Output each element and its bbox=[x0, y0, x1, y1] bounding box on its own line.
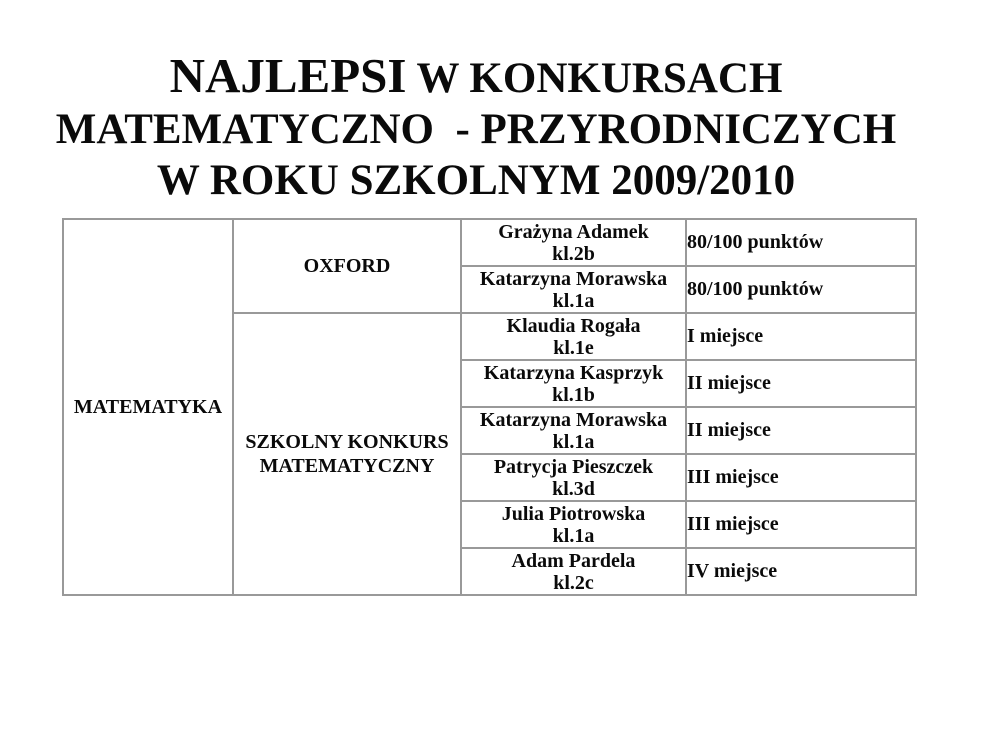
competition-cell-oxford: OXFORD bbox=[232, 218, 462, 314]
student-name: Katarzyna Kasprzyk bbox=[483, 361, 664, 384]
student-cell: Katarzyna Morawska kl.1a bbox=[460, 265, 687, 314]
student-name: Grażyna Adamek bbox=[498, 220, 649, 243]
table-row: Julia Piotrowska kl.1a III miejsce bbox=[63, 500, 917, 549]
table-row: Patrycja Pieszczek kl.3d III miejsce bbox=[63, 453, 917, 502]
student-class: kl.1e bbox=[553, 336, 594, 359]
title-line-3: W ROKU SZKOLNYM 2009/2010 bbox=[156, 157, 796, 204]
document-page: NAJLEPSI W KONKURSACH MATEMATYCZNO - PRZ… bbox=[0, 50, 992, 751]
student-class: kl.1a bbox=[552, 430, 595, 453]
student-class: kl.3d bbox=[552, 477, 595, 500]
table-row: Adam Pardela kl.2c IV miejsce bbox=[63, 547, 917, 596]
result-cell: I miejsce bbox=[685, 312, 917, 361]
title-line-2: MATEMATYCZNO - PRZYRODNICZYCH bbox=[55, 106, 897, 153]
result-cell: III miejsce bbox=[685, 453, 917, 502]
result-cell: IV miejsce bbox=[685, 547, 917, 596]
table-row: MATEMATYKA OXFORD Grażyna Adamek kl.2b 8… bbox=[62, 218, 917, 596]
student-class: kl.1b bbox=[552, 383, 595, 406]
student-cell: Patrycja Pieszczek kl.3d bbox=[460, 453, 687, 502]
result-cell: 80/100 punktów bbox=[685, 265, 917, 314]
title-line-1-rest: W KONKURSACH bbox=[406, 55, 783, 102]
table-row: Katarzyna Morawska kl.1a 80/100 punktów bbox=[63, 265, 917, 314]
result-cell: III miejsce bbox=[685, 500, 917, 549]
student-name: Katarzyna Morawska bbox=[479, 408, 668, 431]
student-cell: Katarzyna Kasprzyk kl.1b bbox=[460, 359, 687, 408]
student-class: kl.2c bbox=[553, 571, 594, 594]
result-cell: II miejsce bbox=[685, 359, 917, 408]
student-cell: Katarzyna Morawska kl.1a bbox=[460, 406, 687, 455]
student-class: kl.2b bbox=[552, 242, 595, 265]
page-title: NAJLEPSI W KONKURSACH MATEMATYCZNO - PRZ… bbox=[0, 50, 952, 206]
student-name: Klaudia Rogała bbox=[506, 314, 641, 337]
student-class: kl.1a bbox=[552, 524, 595, 547]
result-cell: 80/100 punktów bbox=[685, 218, 917, 267]
student-class: kl.1a bbox=[552, 289, 595, 312]
student-cell: Julia Piotrowska kl.1a bbox=[460, 500, 687, 549]
table-row: Katarzyna Morawska kl.1a II miejsce bbox=[63, 406, 917, 455]
title-line-1-emphasis: NAJLEPSI bbox=[169, 48, 407, 103]
title-line-1: NAJLEPSI W KONKURSACH bbox=[0, 50, 952, 104]
student-cell: Klaudia Rogała kl.1e bbox=[460, 312, 687, 361]
subject-cell: MATEMATYKA bbox=[62, 218, 234, 596]
student-name: Julia Piotrowska bbox=[501, 502, 646, 525]
student-name: Adam Pardela bbox=[511, 549, 636, 572]
result-cell: II miejsce bbox=[685, 406, 917, 455]
student-cell: Grażyna Adamek kl.2b bbox=[460, 218, 687, 267]
student-name: Katarzyna Morawska bbox=[479, 267, 668, 290]
results-table: MATEMATYKA OXFORD Grażyna Adamek kl.2b 8… bbox=[62, 218, 917, 596]
student-cell: Adam Pardela kl.2c bbox=[460, 547, 687, 596]
student-name: Patrycja Pieszczek bbox=[493, 455, 654, 478]
competition-cell-szkolny-konkurs: SZKOLNY KONKURS MATEMATYCZNY bbox=[232, 312, 462, 596]
table-row: Katarzyna Kasprzyk kl.1b II miejsce bbox=[63, 359, 917, 408]
table-row: SZKOLNY KONKURS MATEMATYCZNY Klaudia Rog… bbox=[63, 312, 917, 596]
